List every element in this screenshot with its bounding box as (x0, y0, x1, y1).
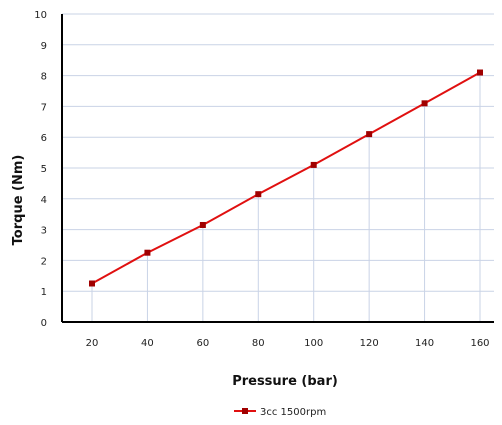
series-line (91, 71, 481, 285)
y-tick-label: 2 (41, 256, 47, 267)
y-tick-labels: 0 1 2 3 4 5 6 7 8 9 10 (34, 10, 47, 329)
x-tick-labels: 20 40 60 80 100 120 140 160 (86, 338, 490, 349)
x-tick-label: 80 (252, 338, 265, 349)
y-tick-label: 6 (41, 133, 47, 144)
y-tick-label: 3 (41, 226, 47, 237)
x-tick-label: 120 (360, 338, 379, 349)
legend: 3cc 1500rpm (234, 407, 326, 418)
data-point (366, 131, 373, 138)
x-tick-label: 100 (304, 338, 323, 349)
data-point (310, 161, 317, 168)
x-tick-label: 60 (196, 338, 209, 349)
y-axis-title: Torque (Nm) (11, 155, 26, 246)
x-tick-label: 160 (470, 338, 489, 349)
legend-label: 3cc 1500rpm (260, 407, 326, 418)
y-tick-label: 5 (41, 164, 47, 175)
legend-marker (242, 408, 248, 414)
data-point (255, 191, 262, 198)
data-point (477, 69, 483, 76)
y-tick-label: 7 (41, 102, 47, 113)
y-tick-label: 1 (41, 287, 47, 298)
data-point (199, 221, 206, 228)
data-point (421, 100, 428, 107)
x-tick-label: 40 (141, 338, 154, 349)
data-point (144, 249, 151, 256)
series-group (89, 69, 483, 287)
data-point (89, 280, 95, 287)
drop-lines (91, 72, 481, 322)
axes (61, 14, 494, 323)
x-tick-label: 20 (86, 338, 99, 349)
x-tick-label: 140 (415, 338, 434, 349)
x-axis-title: Pressure (bar) (232, 374, 338, 389)
y-tick-label: 9 (41, 41, 47, 52)
y-tick-label: 4 (41, 195, 47, 206)
y-tick-label: 10 (34, 10, 47, 21)
grid-lines (62, 13, 494, 292)
y-tick-label: 8 (41, 72, 47, 83)
y-tick-label: 0 (41, 318, 47, 329)
